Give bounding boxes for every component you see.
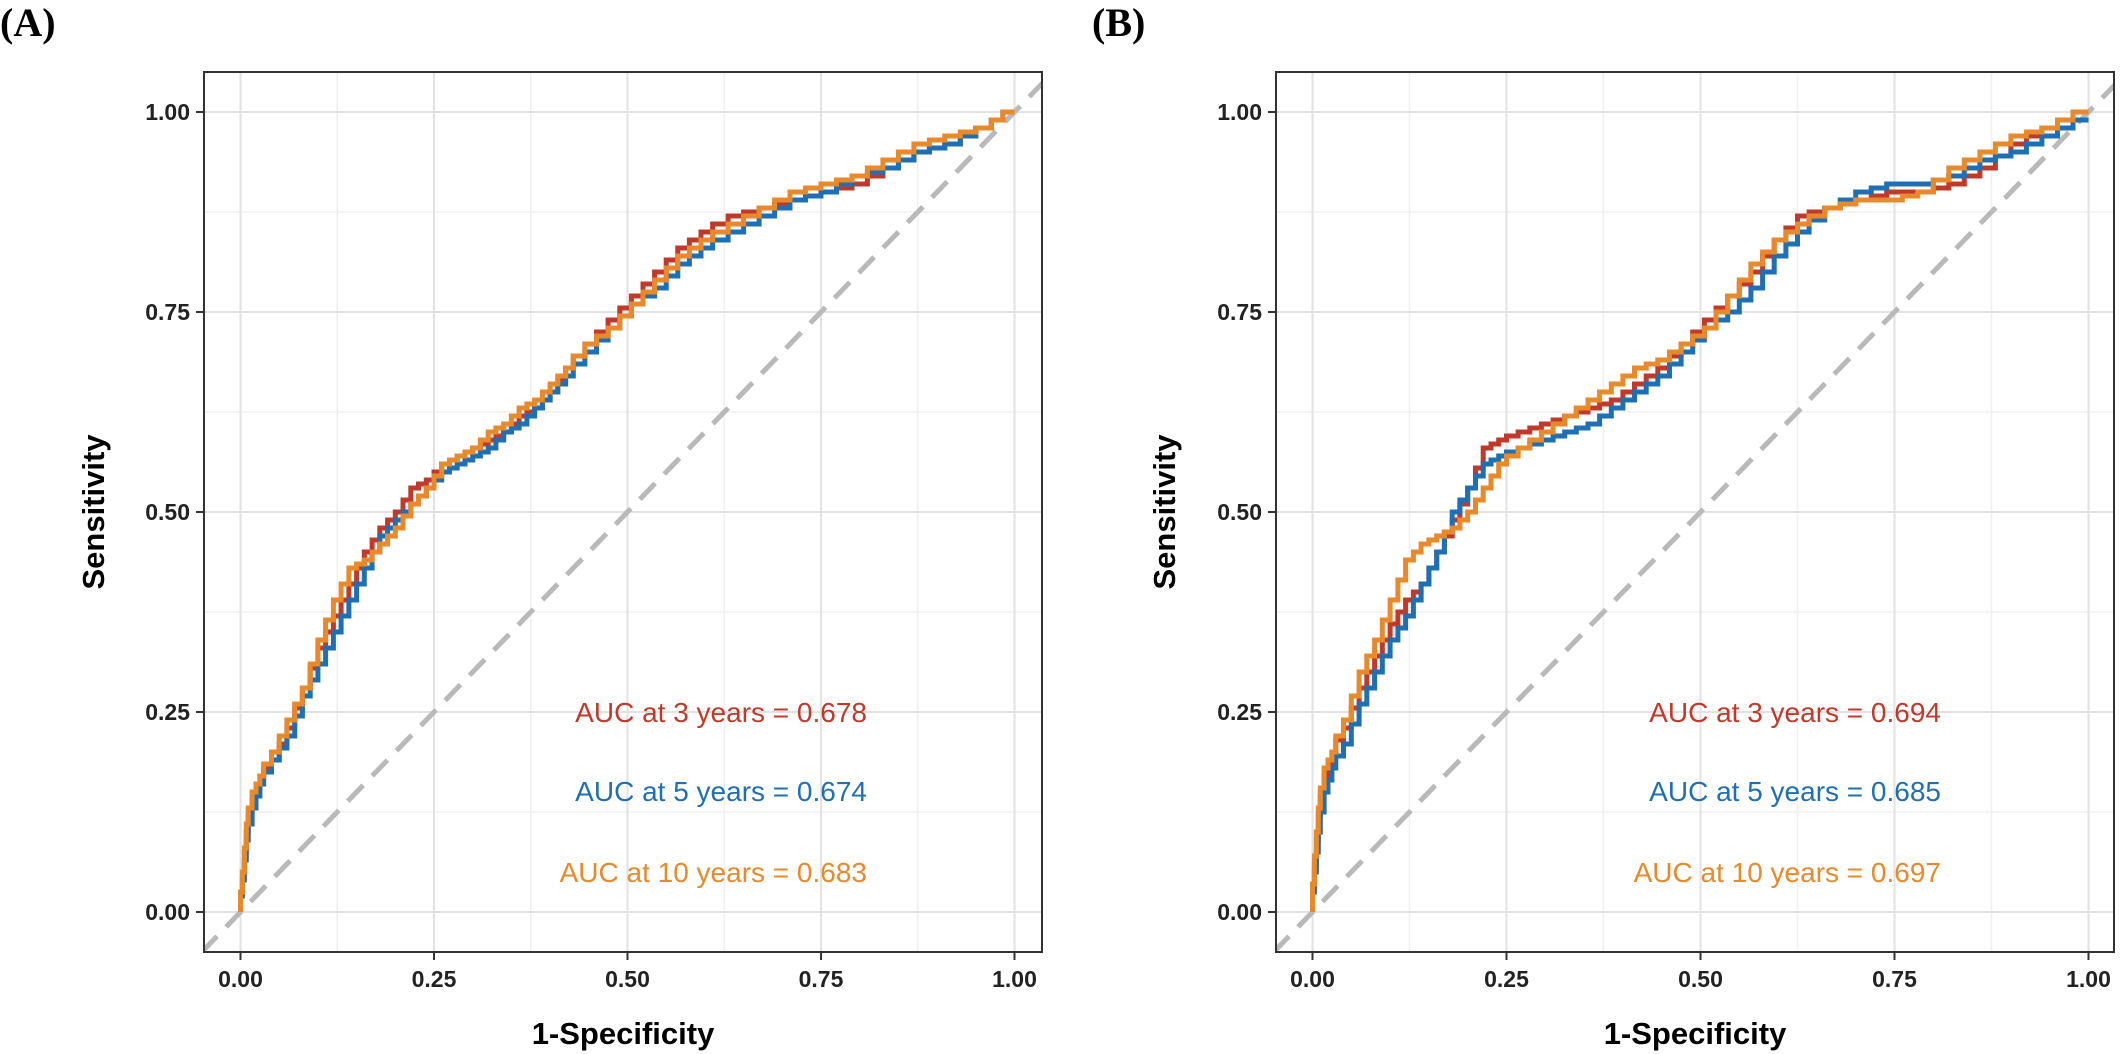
x-tick-label: 0.75 [1872,966,1917,992]
x-tick-label: 0.75 [799,966,844,992]
y-axis-title: Sensitivity [1147,434,1182,590]
x-axis-title: 1-Specificity [1604,1016,1787,1051]
roc-curve-10-years [238,109,1015,912]
auc-5-years-label: AUC at 5 years = 0.674 [575,776,867,807]
roc-curve-10-years [1310,109,2089,912]
y-tick-label: 0.25 [145,699,190,725]
y-tick-label: 0.00 [145,899,190,925]
panel-label: (B) [1092,0,1145,45]
x-axis-title: 1-Specificity [532,1016,715,1051]
y-tick-label: 0.00 [1217,899,1262,925]
panel-label: (A) [0,0,56,45]
auc-3-years-label: AUC at 3 years = 0.694 [1649,697,1941,728]
auc-10-years-label: AUC at 10 years = 0.683 [560,857,867,888]
y-tick-label: 0.75 [1217,299,1262,325]
auc-3-years-label: AUC at 3 years = 0.678 [575,697,867,728]
x-tick-label: 1.00 [992,966,1037,992]
x-tick-label: 0.00 [218,966,263,992]
y-tick-label: 1.00 [1217,99,1262,125]
y-tick-label: 0.50 [145,499,190,525]
y-tick-label: 1.00 [145,99,190,125]
x-tick-label: 0.50 [605,966,650,992]
roc-curve-5-years [1310,117,2089,912]
x-tick-label: 0.25 [412,966,457,992]
auc-10-years-label: AUC at 10 years = 0.697 [1634,857,1941,888]
y-axis-title: Sensitivity [76,434,111,590]
reference-diagonal [204,79,1042,952]
y-tick-label: 0.25 [1217,699,1262,725]
y-tick-label: 0.50 [1217,499,1262,525]
x-tick-label: 0.00 [1290,966,1335,992]
x-tick-label: 1.00 [2066,966,2111,992]
auc-5-years-label: AUC at 5 years = 0.685 [1649,776,1941,807]
roc-panel-a: 0.00 0.25 0.50 0.75 1.00 0.00 0.25 0.50 0.75 1.00… [0,0,1043,1051]
x-tick-label: 0.50 [1678,966,1723,992]
roc-panel-b: 0.00 0.25 0.50 0.75 1.00 0.00 0.25 0.50 0.75 1.00… [1092,0,2115,1051]
y-tick-label: 0.75 [145,299,190,325]
x-tick-label: 0.25 [1484,966,1529,992]
reference-diagonal [1276,82,2114,952]
